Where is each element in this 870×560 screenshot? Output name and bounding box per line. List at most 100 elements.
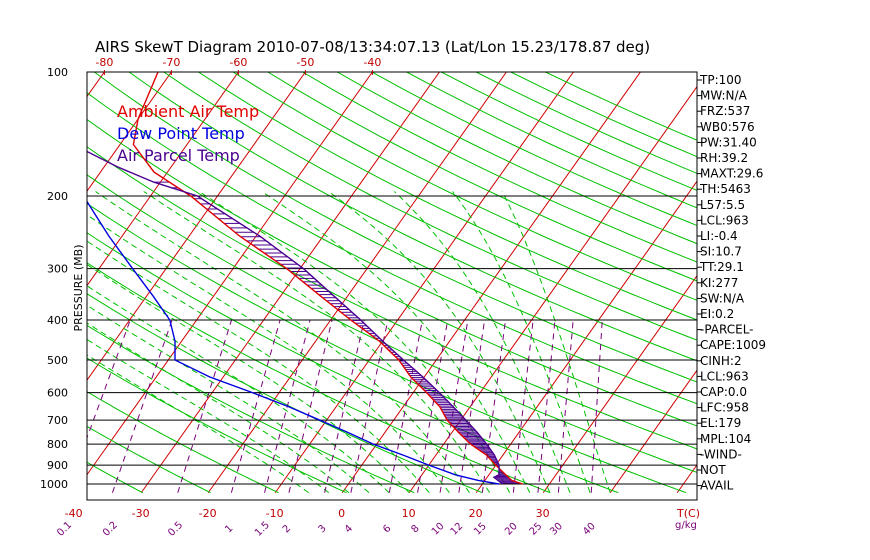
dry-adiabat-line xyxy=(232,72,697,301)
mixing-ratio-line xyxy=(557,320,574,493)
mixing-ratio-line xyxy=(537,319,556,493)
bottom-temp-tick-label: -30 xyxy=(132,507,150,520)
index-value: WB0:576 xyxy=(700,120,755,134)
pressure-tick-label: 200 xyxy=(47,190,68,203)
moist-adiabat-line xyxy=(87,354,309,494)
dry-adiabat-line xyxy=(337,72,697,245)
isotherm-line xyxy=(408,85,697,494)
index-value: MPL:104 xyxy=(700,432,751,446)
mixing-ratio-tick-label: 0.1 xyxy=(55,520,74,539)
isotherm-line xyxy=(0,72,37,493)
bottom-temp-tick-label: 0 xyxy=(338,507,345,520)
chart-title: AIRS SkewT Diagram 2010-07-08/13:34:07.1… xyxy=(95,38,650,56)
mixing-ratio-line xyxy=(177,319,232,493)
index-value: LI:-0.4 xyxy=(700,229,738,243)
index-value: MW:N/A xyxy=(700,89,748,103)
pressure-tick-label: 1000 xyxy=(40,478,68,491)
x-axis-label: T(C) xyxy=(676,507,700,520)
index-value: -PARCEL- xyxy=(700,323,754,337)
mixing-ratio-tick-label: 3 xyxy=(316,523,328,535)
mixing-ratio-tick-label: 15 xyxy=(472,521,489,538)
index-value: L57:5.5 xyxy=(700,198,745,212)
isotherm-line xyxy=(341,72,641,494)
pressure-tick-label: 800 xyxy=(47,438,68,451)
top-temp-tick-label: -80 xyxy=(95,56,113,69)
index-value: CAPE:1009 xyxy=(700,338,766,352)
dry-adiabat-line xyxy=(87,425,211,494)
moist-adiabat-line xyxy=(87,214,450,493)
pressure-tick-label: 700 xyxy=(47,414,68,427)
dry-adiabat-line xyxy=(87,174,697,473)
isotherm-line xyxy=(207,72,507,494)
index-value: TP:100 xyxy=(699,73,742,87)
index-value: EL:179 xyxy=(700,416,741,430)
index-value: TH:5463 xyxy=(699,182,751,196)
sounding-series xyxy=(53,72,523,485)
dry-adiabat-line xyxy=(87,118,697,427)
index-value: AVAIL xyxy=(700,479,734,493)
legend: Ambient Air Temp Dew Point Temp Air Parcel… xyxy=(117,102,259,165)
mixing-ratio-line xyxy=(230,319,281,493)
index-value: KI:277 xyxy=(700,276,738,290)
mixing-ratio-line xyxy=(324,319,365,493)
mixing-ratio-line xyxy=(111,319,173,493)
index-value: LCL:963 xyxy=(700,213,749,227)
moist-adiabat-line xyxy=(452,191,591,493)
bottom-temp-tick-label: -20 xyxy=(199,507,217,520)
pressure-tick-label: 600 xyxy=(47,387,68,400)
dry-adiabat-line xyxy=(87,293,483,494)
mixing-ratio-line xyxy=(417,319,449,493)
pressure-tick-label: 400 xyxy=(47,314,68,327)
pressure-tick-label: 900 xyxy=(47,459,68,472)
index-value: SW:N/A xyxy=(700,291,745,305)
index-value: TT:29.1 xyxy=(699,260,744,274)
top-temp-tick-label: -70 xyxy=(162,56,180,69)
dry-adiabat-line xyxy=(94,72,697,383)
pressure-tick-label: 500 xyxy=(47,354,68,367)
moist-adiabat-line xyxy=(328,191,551,493)
moist-adiabat-line xyxy=(393,191,571,493)
index-value: RH:39.2 xyxy=(700,151,748,165)
y-axis-label: PRESSURE (MB) xyxy=(72,245,85,332)
isotherm-line xyxy=(744,72,870,493)
mixing-ratio-line xyxy=(388,319,423,493)
moist-adiabat-line xyxy=(87,264,410,494)
isotherm-line xyxy=(475,180,697,494)
mixing-ratio-tick-label: 25 xyxy=(528,521,545,538)
bottom-temp-tick-label: -10 xyxy=(266,507,284,520)
dewpoint-thick-segment xyxy=(53,145,70,196)
pressure-tick-label: 300 xyxy=(47,263,68,276)
mixing-ratio-line xyxy=(590,320,603,493)
dry-adiabat-line xyxy=(87,461,143,494)
isotherm-line xyxy=(87,72,306,382)
mixing-ratio-line xyxy=(87,319,131,440)
dry-adiabat-line xyxy=(87,357,347,494)
index-value: -WIND- xyxy=(700,447,742,461)
dry-adiabat-line xyxy=(198,72,697,321)
index-value: NOT xyxy=(700,463,726,477)
index-value: SI:10.7 xyxy=(700,245,742,259)
mixing-ratio-line xyxy=(439,319,469,493)
bottom-temp-tick-label: 20 xyxy=(469,507,483,520)
ambient-temp-line xyxy=(132,72,523,485)
dry-adiabat-line xyxy=(406,72,697,209)
dry-adiabat-line xyxy=(371,72,697,227)
mixing-ratio-tick-label: 0.2 xyxy=(101,520,120,539)
isotherm-line xyxy=(87,72,373,476)
isotherm-line xyxy=(274,72,574,494)
dewpoint-temp-line xyxy=(87,200,500,485)
mixing-ratio-tick-label: 30 xyxy=(548,521,565,538)
isotherm-line xyxy=(140,72,440,494)
dry-adiabat-line xyxy=(163,72,697,341)
index-value: MAXT:29.6 xyxy=(700,167,763,181)
parcel-temp-line xyxy=(87,150,503,485)
dry-adiabat-line xyxy=(0,72,75,493)
index-value: PW:31.40 xyxy=(700,135,757,149)
dry-adiabat-line xyxy=(87,324,415,494)
dry-adiabat-line xyxy=(475,72,697,174)
top-temp-tick-label: -50 xyxy=(296,56,314,69)
moist-adiabat-line xyxy=(87,304,370,494)
mixing-ratio-tick-label: 4 xyxy=(343,523,355,535)
mixing-ratio-line xyxy=(458,319,486,493)
